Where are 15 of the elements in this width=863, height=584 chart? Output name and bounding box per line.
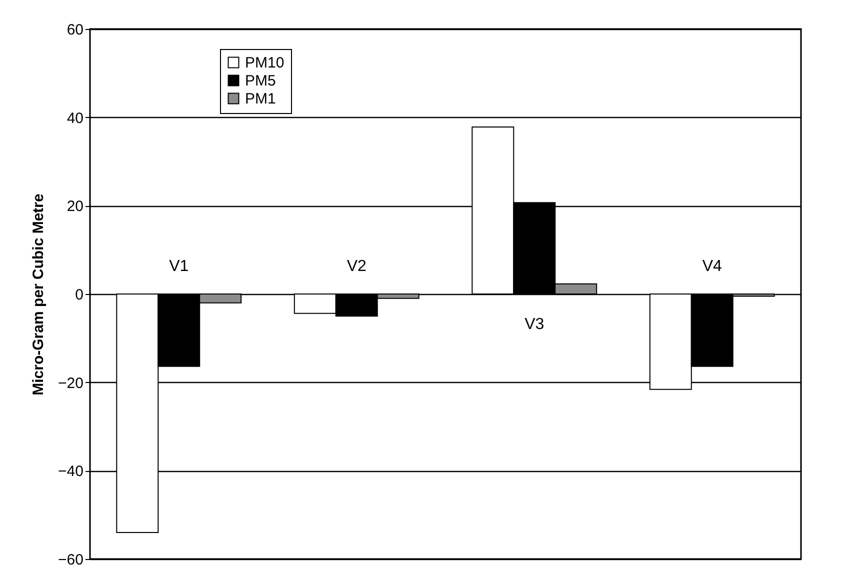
y-tick-label: −40 xyxy=(58,463,84,480)
legend-label: PM1 xyxy=(245,90,276,108)
y-tick-label: 40 xyxy=(66,110,84,127)
legend-label: PM10 xyxy=(245,54,284,72)
y-tick-label: 60 xyxy=(66,22,84,38)
y-axis-title: Micro-Gram per Cubic Metre xyxy=(30,194,48,396)
x-tick-label: V3 xyxy=(524,316,544,333)
legend-label: PM5 xyxy=(245,72,276,90)
y-tick-label: 0 xyxy=(75,286,84,304)
y-tick-label: 20 xyxy=(66,198,84,216)
y-tick-label: −60 xyxy=(58,552,84,568)
x-tick-label: V2 xyxy=(346,258,367,275)
y-tick-label: −20 xyxy=(58,374,84,392)
x-tick-label: V4 xyxy=(702,258,722,275)
x-tick-label: V1 xyxy=(169,258,189,275)
